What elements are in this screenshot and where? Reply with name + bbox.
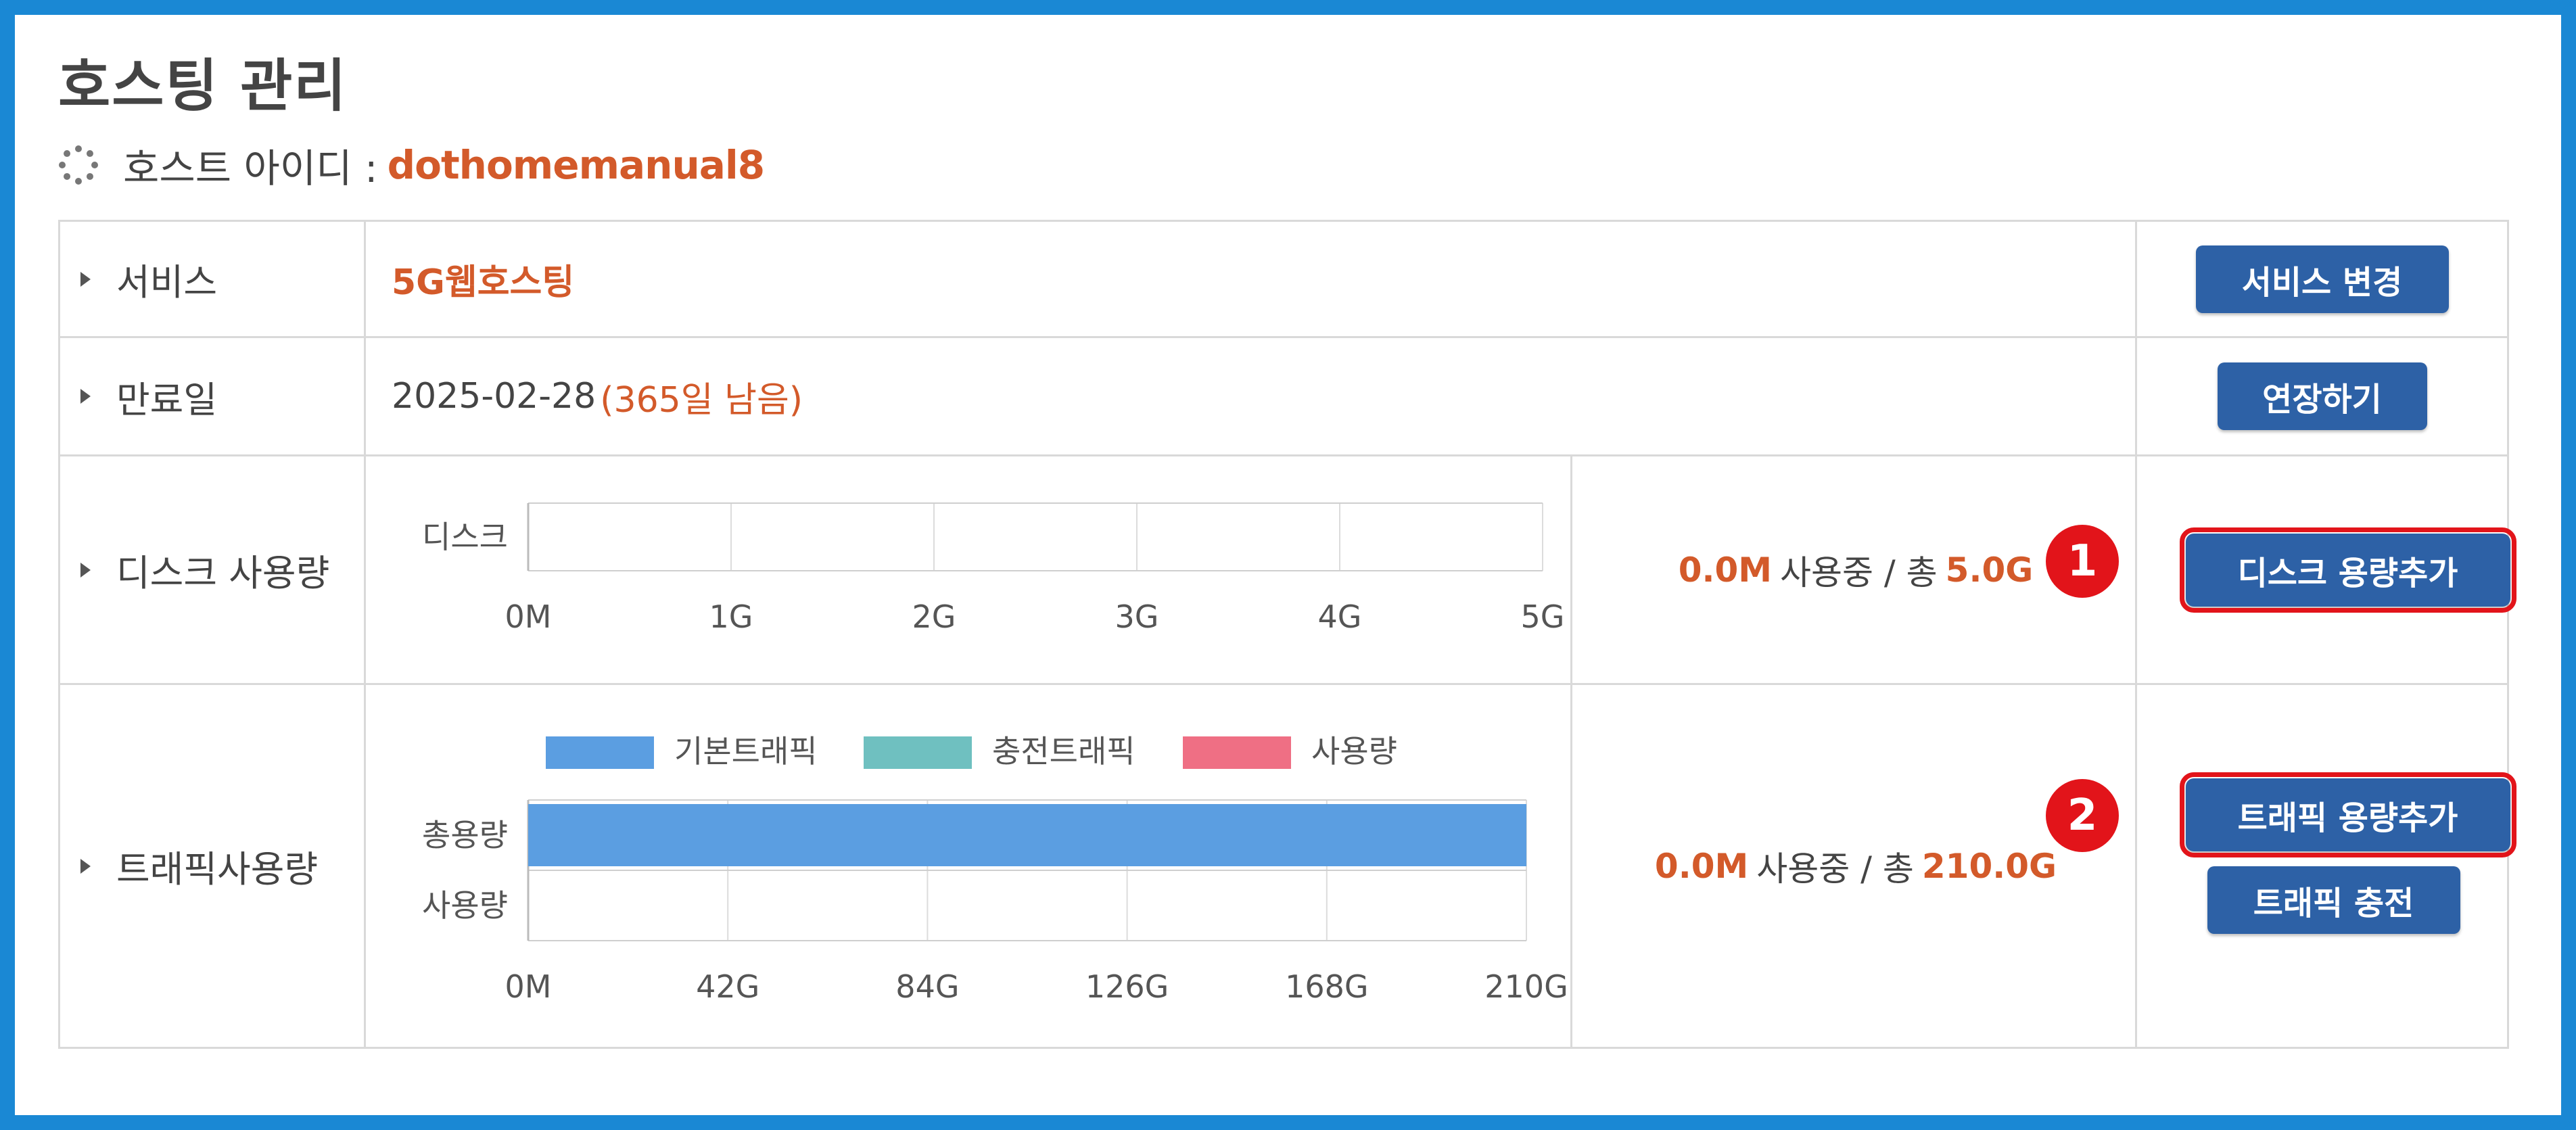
- bar: [528, 804, 1526, 866]
- bullet-triangle-icon: [80, 389, 91, 404]
- disk-label: 디스크 사용량: [116, 552, 330, 594]
- bullet-triangle-icon: [80, 271, 91, 287]
- expiry-action-cell: 연장하기: [2135, 338, 2507, 454]
- add-disk-capacity-button[interactable]: 디스크 용량추가: [2179, 527, 2516, 613]
- hosting-info-table: 서비스 5G웹호스팅 서비스 변경 만료일 2025-02-28 (365일 남…: [58, 220, 2516, 1049]
- traffic-used-text: 사용중 / 총: [1756, 849, 1914, 889]
- add-traffic-capacity-button[interactable]: 트래픽 용량추가: [2179, 772, 2516, 857]
- disk-label-cell: 디스크 사용량: [60, 456, 366, 683]
- x-tick-label: 42G: [696, 968, 759, 1005]
- service-action-cell: 서비스 변경: [2135, 222, 2507, 336]
- extend-button[interactable]: 연장하기: [2217, 362, 2427, 430]
- host-id-line: 호스트 아이디 : dothomemanual8: [58, 138, 766, 192]
- x-tick-label: 5G: [1521, 598, 1565, 635]
- disk-used-text: 사용중 / 총: [1780, 552, 1938, 592]
- service-label: 서비스: [116, 261, 218, 304]
- disk-row: 디스크 사용량 디스크 0M 1G 2G 3G 4G 5G 0.0M 사용중 / 총 5.0…: [60, 456, 2516, 685]
- traffic-chart-cell: 기본트래픽 충전트래픽 사용량 총용량 사용량 0M 42G 84G 126G 168G 210G: [366, 685, 1572, 1047]
- disk-summary-cell: 0.0M 사용중 / 총 5.0G: [1572, 456, 2139, 683]
- callout-badge-1: 1: [2046, 525, 2119, 598]
- callout-badge-2: 2: [2046, 779, 2119, 852]
- legend-label: 사용량: [1311, 733, 1397, 770]
- x-tick-label: 2G: [912, 598, 956, 635]
- legend-swatch: [546, 736, 654, 769]
- expiry-remaining: (365일 남음): [600, 379, 803, 421]
- traffic-row: 트래픽사용량 기본트래픽 충전트래픽 사용량 총용량 사용량 0M 42G 84G 126G 16…: [60, 685, 2516, 1047]
- traffic-label: 트래픽사용량: [116, 848, 319, 891]
- service-row: 서비스 5G웹호스팅 서비스 변경: [60, 222, 2507, 338]
- legend-swatch: [864, 736, 972, 769]
- expiry-date: 2025-02-28: [392, 376, 596, 417]
- x-tick-label: 1G: [709, 598, 753, 635]
- traffic-summary-cell: 0.0M 사용중 / 총 210.0G: [1572, 685, 2139, 1047]
- legend-label: 충전트래픽: [992, 733, 1135, 770]
- category-label: 디스크: [422, 519, 508, 555]
- service-value: 5G웹호스팅: [392, 262, 575, 303]
- disk-chart-cell: 디스크 0M 1G 2G 3G 4G 5G: [366, 456, 1572, 683]
- page-title: 호스팅 관리: [58, 53, 348, 119]
- service-value-cell: 5G웹호스팅: [366, 222, 574, 336]
- charge-traffic-button[interactable]: 트래픽 충전: [2207, 866, 2460, 934]
- host-id-value: dothomemanual8: [387, 142, 766, 188]
- x-tick-label: 4G: [1318, 598, 1362, 635]
- bullet-triangle-icon: [80, 858, 91, 874]
- x-tick-label: 3G: [1115, 598, 1159, 635]
- loading-spinner-icon: [58, 145, 99, 185]
- x-tick-label: 210G: [1484, 968, 1568, 1005]
- expiry-label: 만료일: [116, 378, 218, 421]
- traffic-action-cell: 트래픽 용량추가 트래픽 충전: [2135, 685, 2516, 1047]
- x-tick-label: 0M: [505, 968, 552, 1005]
- x-tick-label: 84G: [895, 968, 959, 1005]
- disk-action-cell: 디스크 용량추가: [2135, 456, 2516, 683]
- x-tick-label: 126G: [1085, 968, 1169, 1005]
- legend-swatch: [1183, 736, 1291, 769]
- change-service-button[interactable]: 서비스 변경: [2195, 245, 2449, 313]
- expiry-value-cell: 2025-02-28 (365일 남음): [366, 338, 803, 454]
- traffic-label-cell: 트래픽사용량: [60, 685, 366, 1047]
- expiry-row: 만료일 2025-02-28 (365일 남음) 연장하기: [60, 338, 2507, 456]
- category-label: 사용량: [422, 887, 508, 924]
- x-tick-label: 0M: [505, 598, 552, 635]
- disk-total: 5.0G: [1945, 550, 2034, 590]
- host-id-label: 호스트 아이디 :: [123, 145, 378, 191]
- disk-used: 0.0M: [1678, 550, 1773, 590]
- bullet-triangle-icon: [80, 562, 91, 578]
- traffic-total: 210.0G: [1921, 846, 2057, 886]
- expiry-label-cell: 만료일: [60, 338, 366, 454]
- legend-label: 기본트래픽: [674, 733, 818, 770]
- service-label-cell: 서비스: [60, 222, 366, 336]
- disk-usage-chart: 디스크 0M 1G 2G 3G 4G 5G: [422, 502, 1565, 635]
- x-tick-label: 168G: [1285, 968, 1368, 1005]
- category-label: 총용량: [422, 817, 508, 853]
- traffic-used: 0.0M: [1654, 846, 1749, 886]
